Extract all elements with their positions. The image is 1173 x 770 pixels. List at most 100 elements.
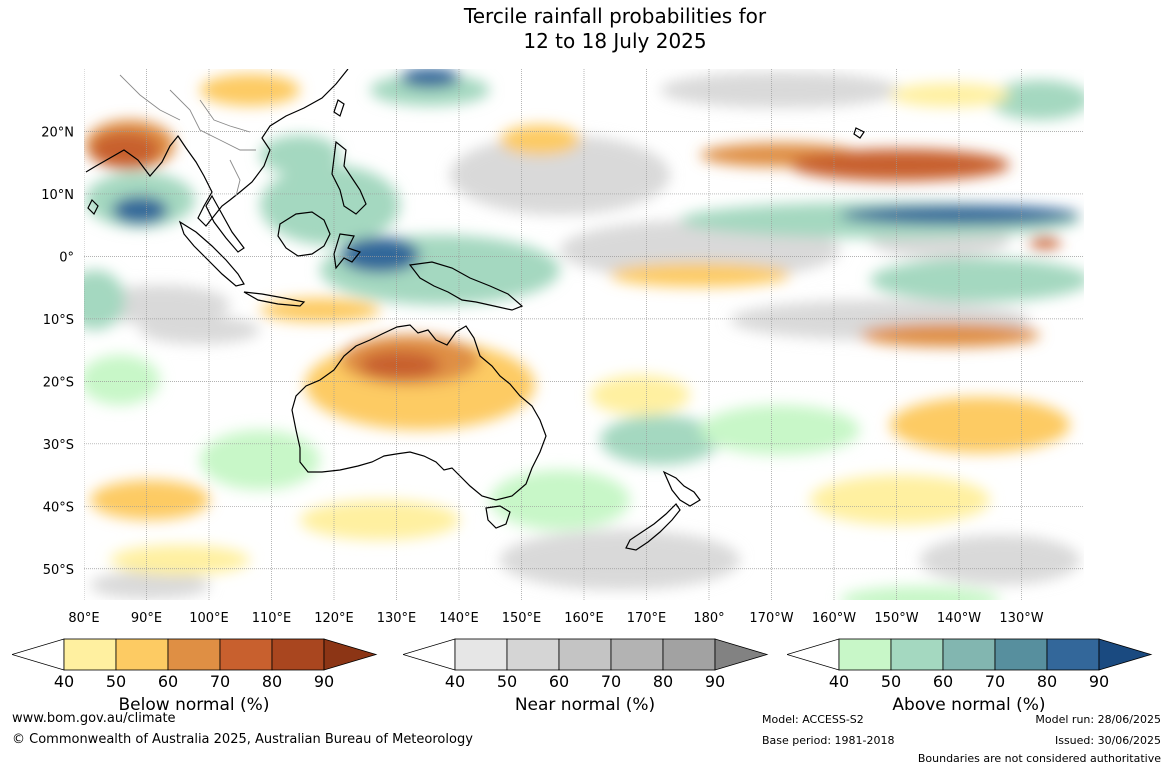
asia-coastline [85,69,349,227]
colorbar-tick-label: 70 [210,672,230,691]
longitude-label: 90°E [131,611,162,626]
colorbar-tick-label: 80 [1037,672,1057,691]
longitude-label: 160°W [812,611,856,626]
colorbar-above: 40 50 60 70 80 90 Above normal (%) [787,638,1153,715]
colorbar-segment [115,638,169,671]
colorbar-tick-label: 90 [705,672,725,691]
colorbar-segment [890,638,944,671]
colorbar-title: Above normal (%) [892,695,1045,715]
colorbar-low-extend [403,638,456,671]
colorbar-tick-label: 50 [881,672,901,691]
colorbar-tick-label: 40 [54,672,74,691]
sri-lanka-coastline [87,198,99,216]
new-guinea-coastline [408,261,524,311]
copyright-text: © Commonwealth of Australia 2025, Austra… [12,732,473,747]
colorbar-tick-label: 80 [653,672,673,691]
colorbar-low-extend [787,638,840,671]
colorbar-segment [271,638,325,671]
tasmania-coastline [485,505,511,529]
colorbar-high-extend [714,638,769,671]
colorbar-tick-label: 80 [262,672,282,691]
latitude-label: 20°N [41,125,74,140]
map-title: Tercile rainfall probabilities for 12 to… [0,4,1173,54]
colorbar-high-extend [1098,638,1153,671]
base-period-text: Base period: 1981-2018 [762,734,895,747]
colorbar-low-extend [12,638,65,671]
colorbar-tick-label: 70 [985,672,1005,691]
sumatra-coastline [178,220,245,287]
colorbar-segment [454,638,508,671]
colorbar-segment [558,638,612,671]
boundaries-disclaimer: Boundaries are not considered authoritat… [917,752,1161,765]
colorbar-segment [942,638,996,671]
website-text: www.bom.gov.au/climate [12,711,176,726]
colorbar-below: 40 50 60 70 80 90 Below normal (%) [12,638,378,715]
longitude-labels: 80°E 90°E 100°E 110°E 120°E 130°E 140°E 150°E 16… [68,611,1043,626]
latitude-label: 50°S [43,563,74,578]
colorbar-tick-label: 40 [829,672,849,691]
longitude-label: 110°E [252,611,292,626]
colorbar-near: 40 50 60 70 80 90 Near normal (%) [403,638,769,715]
colorbar-segment [167,638,221,671]
longitude-label: 150°E [502,611,542,626]
map-plot: 20°N 10°N 0° 10°S 20°S 30°S 40°S 50°S 80°E 90°E 1… [41,69,1084,626]
probability-shading [84,69,1084,600]
longitude-label: 160°E [564,611,604,626]
colorbar-tick-label: 60 [158,672,178,691]
longitude-label: 170°E [627,611,667,626]
colorbar-tick-label: 90 [1089,672,1109,691]
colorbar-segment [219,638,273,671]
colorbar-tick-label: 70 [601,672,621,691]
latitude-label: 10°S [43,313,74,328]
colorbar-tick-label: 50 [497,672,517,691]
graticule [84,69,1084,600]
colorbar-title: Near normal (%) [515,695,655,715]
sulawesi-coastline [333,233,362,270]
new-zealand-coastline [662,470,701,507]
title-line-1: Tercile rainfall probabilities for [463,4,767,28]
model-run-text: Model run: 28/06/2025 [1035,713,1161,726]
colorbar-segment [63,638,117,671]
issued-text: Issued: 30/06/2025 [1054,734,1161,747]
latitude-labels: 20°N 10°N 0° 10°S 20°S 30°S 40°S 50°S [41,125,74,577]
colorbar-tick-label: 60 [549,672,569,691]
colorbar-tick-label: 50 [106,672,126,691]
longitude-label: 140°E [439,611,479,626]
colorbar-segment [662,638,716,671]
java-coastline [243,291,306,307]
borneo-coastline [277,211,331,257]
longitude-label: 140°W [937,611,981,626]
colorbar-segment [610,638,664,671]
colorbar-segment [506,638,560,671]
malay-peninsula-coastline [205,194,245,253]
australia-coastline [291,324,547,501]
coastlines [85,69,865,551]
colorbar-segment [838,638,892,671]
colorbar-segment [994,638,1048,671]
longitude-label: 180° [693,611,724,626]
latitude-label: 30°S [43,438,74,453]
longitude-label: 130°W [999,611,1043,626]
longitude-label: 80°E [68,611,99,626]
model-text: Model: ACCESS-S2 [762,713,864,726]
colorbar-high-extend [323,638,378,671]
colorbar-tick-label: 60 [933,672,953,691]
longitude-label: 130°E [377,611,417,626]
philippines-coastline [331,140,367,215]
longitude-label: 100°E [189,611,229,626]
latitude-label: 20°S [43,375,74,390]
country-borders [119,74,256,197]
longitude-label: 150°W [874,611,918,626]
colorbar-tick-label: 40 [445,672,465,691]
new-zealand-south-coastline [625,503,681,551]
taiwan-coastline [333,99,345,117]
title-line-2: 12 to 18 July 2025 [523,29,707,53]
latitude-label: 40°S [43,500,74,515]
latitude-label: 0° [59,250,74,265]
map-area [84,69,1084,600]
hawaii-coastline [853,127,865,139]
latitude-label: 10°N [41,188,74,203]
colorbar-title: Below normal (%) [119,695,270,715]
longitude-label: 120°E [314,611,354,626]
colorbar-segment [1046,638,1100,671]
